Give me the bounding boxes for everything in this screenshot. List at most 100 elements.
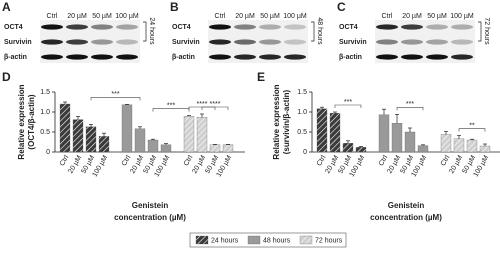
band: [401, 39, 423, 45]
band: [209, 54, 231, 60]
band: [376, 54, 398, 60]
lane-label: 50 µM: [427, 13, 447, 20]
bar: [196, 117, 208, 153]
band: [91, 24, 113, 30]
band: [284, 54, 306, 60]
significance-label: **: [469, 122, 475, 129]
significance-label: ****: [210, 101, 221, 108]
x-tick-label: Ctrl: [378, 154, 390, 167]
y-axis-title: (survivin/β-actin): [282, 89, 291, 154]
error-bar: [395, 114, 399, 124]
x-tick-label: Ctrl: [440, 154, 452, 167]
panel-letter: C: [337, 0, 346, 14]
band: [209, 39, 231, 45]
y-tick-label: 1.0: [40, 109, 50, 116]
x-axis-title: Genistein: [132, 201, 169, 210]
y-tick-label: 1.0: [297, 109, 307, 116]
row-label: β-actin: [339, 54, 362, 61]
lane-label: 100 µM: [450, 13, 474, 20]
legend-swatch: [195, 235, 209, 245]
legend-frame: [189, 232, 347, 248]
bar: [98, 136, 110, 153]
error-bar: [151, 138, 155, 140]
significance-label: ***: [167, 102, 175, 109]
row-label: Survivin: [4, 39, 32, 46]
error-bar: [102, 132, 106, 137]
significance-bracket: [458, 128, 486, 132]
significance-label: ***: [406, 101, 414, 108]
time-bracket: [478, 21, 482, 42]
band: [41, 54, 63, 60]
time-bracket: [311, 21, 315, 42]
significance-bracket: [396, 107, 424, 111]
error-bar: [470, 138, 474, 140]
bar: [85, 126, 97, 153]
significance-bracket: [201, 106, 229, 110]
error-bar: [382, 108, 386, 115]
time-label: 72 hours: [483, 17, 490, 45]
band: [116, 39, 138, 45]
lane-label: Ctrl: [215, 13, 226, 20]
error-bar: [483, 143, 487, 146]
lane-label: 100 µM: [115, 13, 139, 20]
legend-swatch: [299, 235, 313, 245]
significance-label: ****: [197, 101, 208, 108]
x-tick-label: Ctrl: [183, 154, 195, 167]
band: [451, 24, 473, 30]
band: [91, 54, 113, 60]
row-label: OCT4: [4, 24, 23, 31]
lane-label: Ctrl: [382, 13, 393, 20]
time-label: 24 hours: [148, 17, 155, 45]
band: [401, 24, 423, 30]
band: [284, 24, 306, 30]
error-bar: [164, 143, 168, 145]
significance-label: ***: [111, 91, 119, 98]
band: [91, 39, 113, 45]
lane-label: 20 µM: [402, 13, 422, 20]
bar: [440, 134, 452, 153]
error-bar: [421, 144, 425, 146]
legend-label: 72 hours: [315, 237, 343, 244]
error-bar: [76, 116, 80, 120]
error-bar: [359, 146, 363, 148]
y-tick-label: 1.5: [40, 89, 50, 96]
legend-label: 24 hours: [211, 237, 239, 244]
bar: [147, 139, 159, 153]
significance-bracket: [90, 97, 141, 101]
y-axis-title: Relative expression: [272, 84, 281, 159]
bar: [355, 147, 367, 153]
band: [209, 24, 231, 30]
error-bar: [63, 101, 67, 104]
bar: [59, 103, 71, 153]
error-bar: [346, 140, 350, 144]
band: [401, 54, 423, 60]
row-label: Survivin: [339, 39, 367, 46]
bar: [391, 123, 403, 153]
bar: [453, 138, 465, 153]
lane-label: 50 µM: [92, 13, 112, 20]
panel-letter: A: [2, 0, 11, 14]
band: [376, 24, 398, 30]
x-axis-title: concentration (µM): [114, 213, 186, 222]
x-tick-label: Ctrl: [59, 154, 71, 167]
bar: [134, 128, 146, 153]
x-tick-label: Ctrl: [316, 154, 328, 167]
bar: [404, 131, 416, 153]
band: [66, 24, 88, 30]
y-tick-label: 0: [46, 149, 50, 156]
band: [41, 39, 63, 45]
error-bar: [138, 126, 142, 129]
band: [259, 24, 281, 30]
error-bar: [408, 127, 412, 132]
band: [426, 24, 448, 30]
bar: [222, 144, 234, 153]
significance-bracket: [152, 108, 190, 112]
bar: [342, 143, 354, 153]
lane-label: 20 µM: [67, 13, 87, 20]
lane-label: 50 µM: [260, 13, 280, 20]
bar: [209, 144, 221, 153]
error-bar: [187, 115, 191, 117]
bar: [316, 108, 328, 153]
band: [66, 54, 88, 60]
